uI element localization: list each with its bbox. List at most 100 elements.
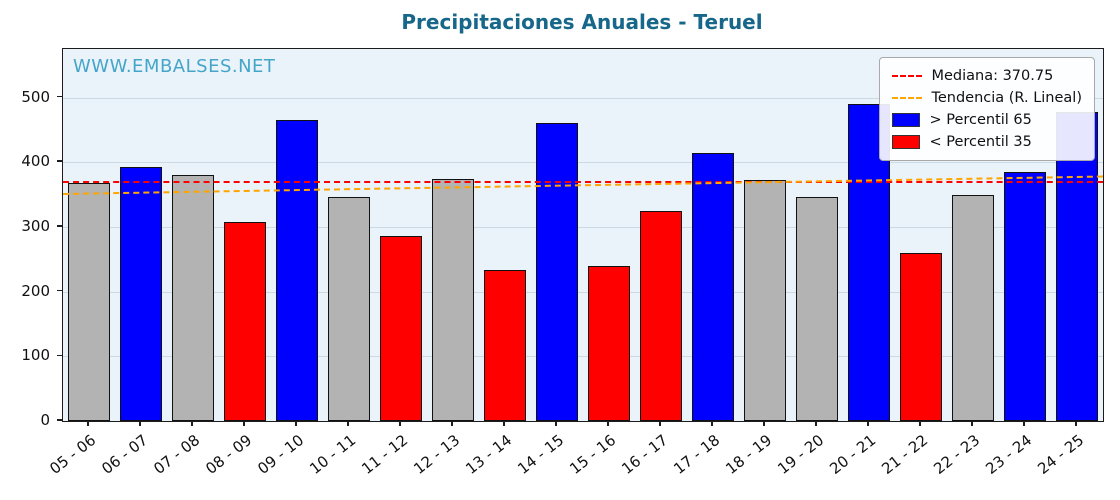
bar-slot: [323, 49, 375, 421]
gridline: [63, 291, 1103, 293]
plot-area: WWW.EMBALSES.NET Mediana: 370.75 Tendenci…: [62, 48, 1104, 422]
bar-14-15: [536, 123, 578, 421]
x-tick-mark: [711, 421, 713, 426]
x-tick-mark: [763, 421, 765, 426]
bar-slot: [375, 49, 427, 421]
bar-21-22: [900, 252, 942, 421]
bar-08-09: [224, 221, 266, 421]
x-tick-label: 15 - 16: [566, 431, 620, 478]
bar-slot: [219, 49, 271, 421]
bar-slot: [687, 49, 739, 421]
x-tick-mark: [399, 421, 401, 426]
legend-patch-swatch: [892, 135, 921, 149]
median-line: [63, 181, 1103, 184]
x-tick-label: 24 - 25: [1034, 431, 1088, 478]
bar-23-24: [1004, 171, 1046, 421]
x-tick-mark: [659, 421, 661, 426]
bar-22-23: [952, 195, 994, 421]
x-tick-label: 10 - 11: [306, 431, 360, 478]
legend-dashed-line-swatch: [892, 75, 923, 77]
x-tick-label: 05 - 06: [46, 431, 100, 478]
x-tick-mark: [867, 421, 869, 426]
x-tick-mark: [451, 421, 453, 426]
bar-slot: [271, 49, 323, 421]
x-tick-label: 08 - 09: [202, 431, 256, 478]
x-tick-label: 13 - 14: [462, 431, 516, 478]
bar-07-08: [172, 174, 214, 421]
bar-11-12: [380, 235, 422, 421]
legend-item: < Percentil 35: [890, 131, 1084, 153]
legend: Mediana: 370.75 Tendencia (R. Lineal) > Pe…: [879, 57, 1095, 161]
x-tick-mark: [87, 421, 89, 426]
gridline: [63, 162, 1103, 164]
y-tick-label: 0: [40, 411, 50, 429]
x-tick-label: 20 - 21: [826, 431, 880, 478]
legend-label: Mediana: 370.75: [931, 68, 1054, 84]
legend-dashed-line-swatch: [892, 97, 923, 99]
bar-16-17: [640, 210, 682, 421]
x-tick-label: 17 - 18: [670, 431, 724, 478]
bar-slot: [635, 49, 687, 421]
x-tick-label: 11 - 12: [358, 431, 412, 478]
x-tick-mark: [243, 421, 245, 426]
x-tick-mark: [191, 421, 193, 426]
bar-slot: [531, 49, 583, 421]
y-tick-mark: [57, 95, 62, 98]
bar-10-11: [328, 196, 370, 421]
x-tick-label: 09 - 10: [254, 431, 308, 478]
bar-slot: [1051, 49, 1103, 421]
y-tick-label: 300: [21, 216, 50, 235]
bar-slot: [115, 49, 167, 421]
legend-item: Mediana: 370.75: [890, 65, 1084, 87]
gridline: [63, 226, 1103, 228]
x-tick-label: 19 - 20: [774, 431, 828, 478]
x-tick-label: 07 - 08: [150, 431, 204, 478]
x-tick-mark: [139, 421, 141, 426]
y-tick-mark: [57, 419, 62, 421]
x-tick-mark: [295, 421, 297, 426]
x-tick-label: 14 - 15: [514, 431, 568, 478]
x-tick-mark: [1023, 421, 1025, 426]
bar-24-25: [1056, 112, 1098, 421]
bar-slot: [427, 49, 479, 421]
x-tick-mark: [347, 421, 349, 426]
chart-title: Precipitaciones Anuales - Teruel: [401, 10, 763, 34]
legend-label: Tendencia (R. Lineal): [931, 90, 1082, 106]
y-tick-label: 400: [21, 152, 50, 171]
y-tick-mark: [57, 160, 62, 162]
bar-05-06: [68, 182, 110, 421]
x-tick-label: 18 - 19: [722, 431, 776, 478]
x-tick-mark: [607, 421, 609, 426]
x-tick-label: 12 - 13: [410, 431, 464, 478]
bar-slot: [791, 49, 843, 421]
legend-patch-swatch: [892, 113, 921, 127]
x-axis: 05 - 06 06 - 07 07 - 08 08 - 09 09 - 10 10 - …: [46, 421, 1102, 499]
y-tick-label: 100: [21, 346, 50, 365]
gridline: [63, 97, 1103, 99]
gridline: [63, 356, 1103, 358]
bar-18-19: [744, 179, 786, 421]
bar-13-14: [484, 270, 526, 421]
x-tick-mark: [815, 421, 817, 426]
bar-slot: [167, 49, 219, 421]
bar-slot: [583, 49, 635, 421]
y-tick-mark: [57, 225, 62, 227]
watermark: WWW.EMBALSES.NET: [73, 56, 276, 77]
y-tick-mark: [57, 289, 62, 292]
x-tick-mark: [555, 421, 557, 426]
y-tick-mark: [57, 354, 62, 357]
legend-label: < Percentil 35: [929, 134, 1032, 150]
bar-19-20: [796, 196, 838, 421]
x-tick-mark: [503, 421, 505, 426]
legend-label: > Percentil 65: [929, 112, 1032, 128]
bar-slot: [999, 49, 1051, 421]
x-tick-label: 16 - 17: [618, 431, 672, 478]
y-tick-label: 200: [21, 281, 50, 300]
x-tick-label: 06 - 07: [98, 431, 152, 478]
bar-09-10: [276, 120, 318, 421]
legend-item: > Percentil 65: [890, 109, 1084, 131]
bar-slot: [739, 49, 791, 421]
y-tick-label: 500: [21, 87, 50, 106]
bar-slot: [63, 49, 115, 421]
